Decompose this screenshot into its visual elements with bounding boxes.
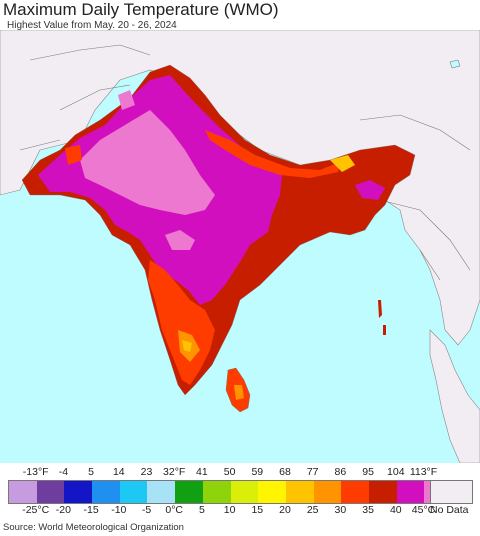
legend-swatch: [285, 481, 314, 503]
region-west-red: [65, 145, 82, 165]
region-warm-yellow-south: [182, 340, 192, 352]
region-himalaya-band: [205, 130, 340, 178]
legend-f-tick: 14: [112, 466, 125, 478]
region-himalaya-yellow: [330, 155, 355, 172]
legend-swatch: [175, 481, 203, 503]
region-hottest-pink-west: [80, 110, 215, 215]
legend-f-tick: 113°F: [409, 466, 438, 478]
legend-c-tick: -25°C: [22, 504, 50, 516]
legend-c-tick: 0°C: [165, 504, 183, 516]
legend-swatch: [341, 481, 369, 503]
legend-c-tick: 45°C: [411, 504, 436, 516]
legend-f-tick: -4: [58, 466, 69, 478]
legend-c-tick: 5: [198, 504, 205, 516]
region-hottest-pink-north: [118, 90, 135, 110]
map-title: Maximum Daily Temperature (WMO): [3, 0, 279, 19]
temperature-map: [0, 30, 480, 463]
legend-c-tick: 35: [362, 504, 374, 516]
border-lines: [19, 44, 471, 281]
region-northeast-magenta: [355, 180, 385, 200]
legend-c-tick: -10: [111, 504, 127, 516]
legend-swatch: [230, 481, 259, 503]
legend-c-tick: 10: [223, 504, 236, 516]
legend-no-data-swatch: [430, 480, 473, 504]
legend: -13°F -4 5 14 23 32°F 41 50 59 68 77 86 95 104 113°F -…: [0, 463, 480, 536]
legend-f-tick: 41: [196, 466, 208, 478]
legend-f-tick: 50: [223, 466, 236, 478]
legend-swatch: [9, 481, 37, 503]
legend-c-tick: 15: [251, 504, 264, 516]
legend-f-tick: 77: [306, 466, 319, 478]
legend-f-tick: 104: [387, 466, 405, 478]
legend-f-tick: 5: [88, 466, 95, 478]
legend-swatches: [8, 480, 453, 504]
legend-c-tick: -20: [55, 504, 71, 516]
legend-swatch: [202, 481, 231, 503]
legend-f-tick: 59: [251, 466, 264, 478]
legend-swatch: [36, 481, 65, 503]
legend-f-tick: 68: [279, 466, 291, 478]
legend-swatch: [313, 481, 342, 503]
legend-c-tick: -5: [141, 504, 152, 516]
legend-c-tick: 30: [334, 504, 347, 516]
legend-no-data-label: No Data: [430, 504, 469, 516]
map-subtitle: Highest Value from May. 20 - 26, 2024: [7, 20, 177, 31]
region-hottest-pink-central: [165, 230, 195, 250]
legend-c-tick: -15: [83, 504, 99, 516]
region-warm-orange-red: [148, 260, 215, 385]
legend-f-tick: 95: [362, 466, 374, 478]
no-data-land-southeast: [429, 329, 480, 463]
small-lake: [449, 59, 461, 69]
legend-f-tick: 86: [334, 466, 347, 478]
legend-f-tick: -13°F: [22, 466, 49, 478]
legend-swatch: [92, 481, 120, 503]
legend-celsius-ticks: -25°C -20 -15 -10 -5 0°C 5 10 15 20 25 30 35 40 45°C: [0, 504, 480, 518]
sri-lanka-center: [234, 385, 244, 400]
legend-c-tick: 40: [389, 504, 402, 516]
legend-c-tick: 20: [279, 504, 291, 516]
legend-swatch: [119, 481, 148, 503]
andaman-islands: [378, 300, 386, 335]
legend-swatch: [258, 481, 286, 503]
legend-swatch: [64, 481, 93, 503]
map-canvas: [0, 30, 480, 463]
legend-swatch: [147, 481, 176, 503]
legend-swatch: [368, 481, 397, 503]
legend-fahrenheit-ticks: -13°F -4 5 14 23 32°F 41 50 59 68 77 86 95 104 113°F: [0, 466, 480, 480]
legend-swatch: [396, 481, 425, 503]
legend-f-tick: 32°F: [163, 466, 186, 478]
legend-c-tick: 25: [306, 504, 319, 516]
legend-f-tick: 23: [140, 466, 153, 478]
source-credit: Source: World Meteorological Organizatio…: [3, 522, 184, 533]
